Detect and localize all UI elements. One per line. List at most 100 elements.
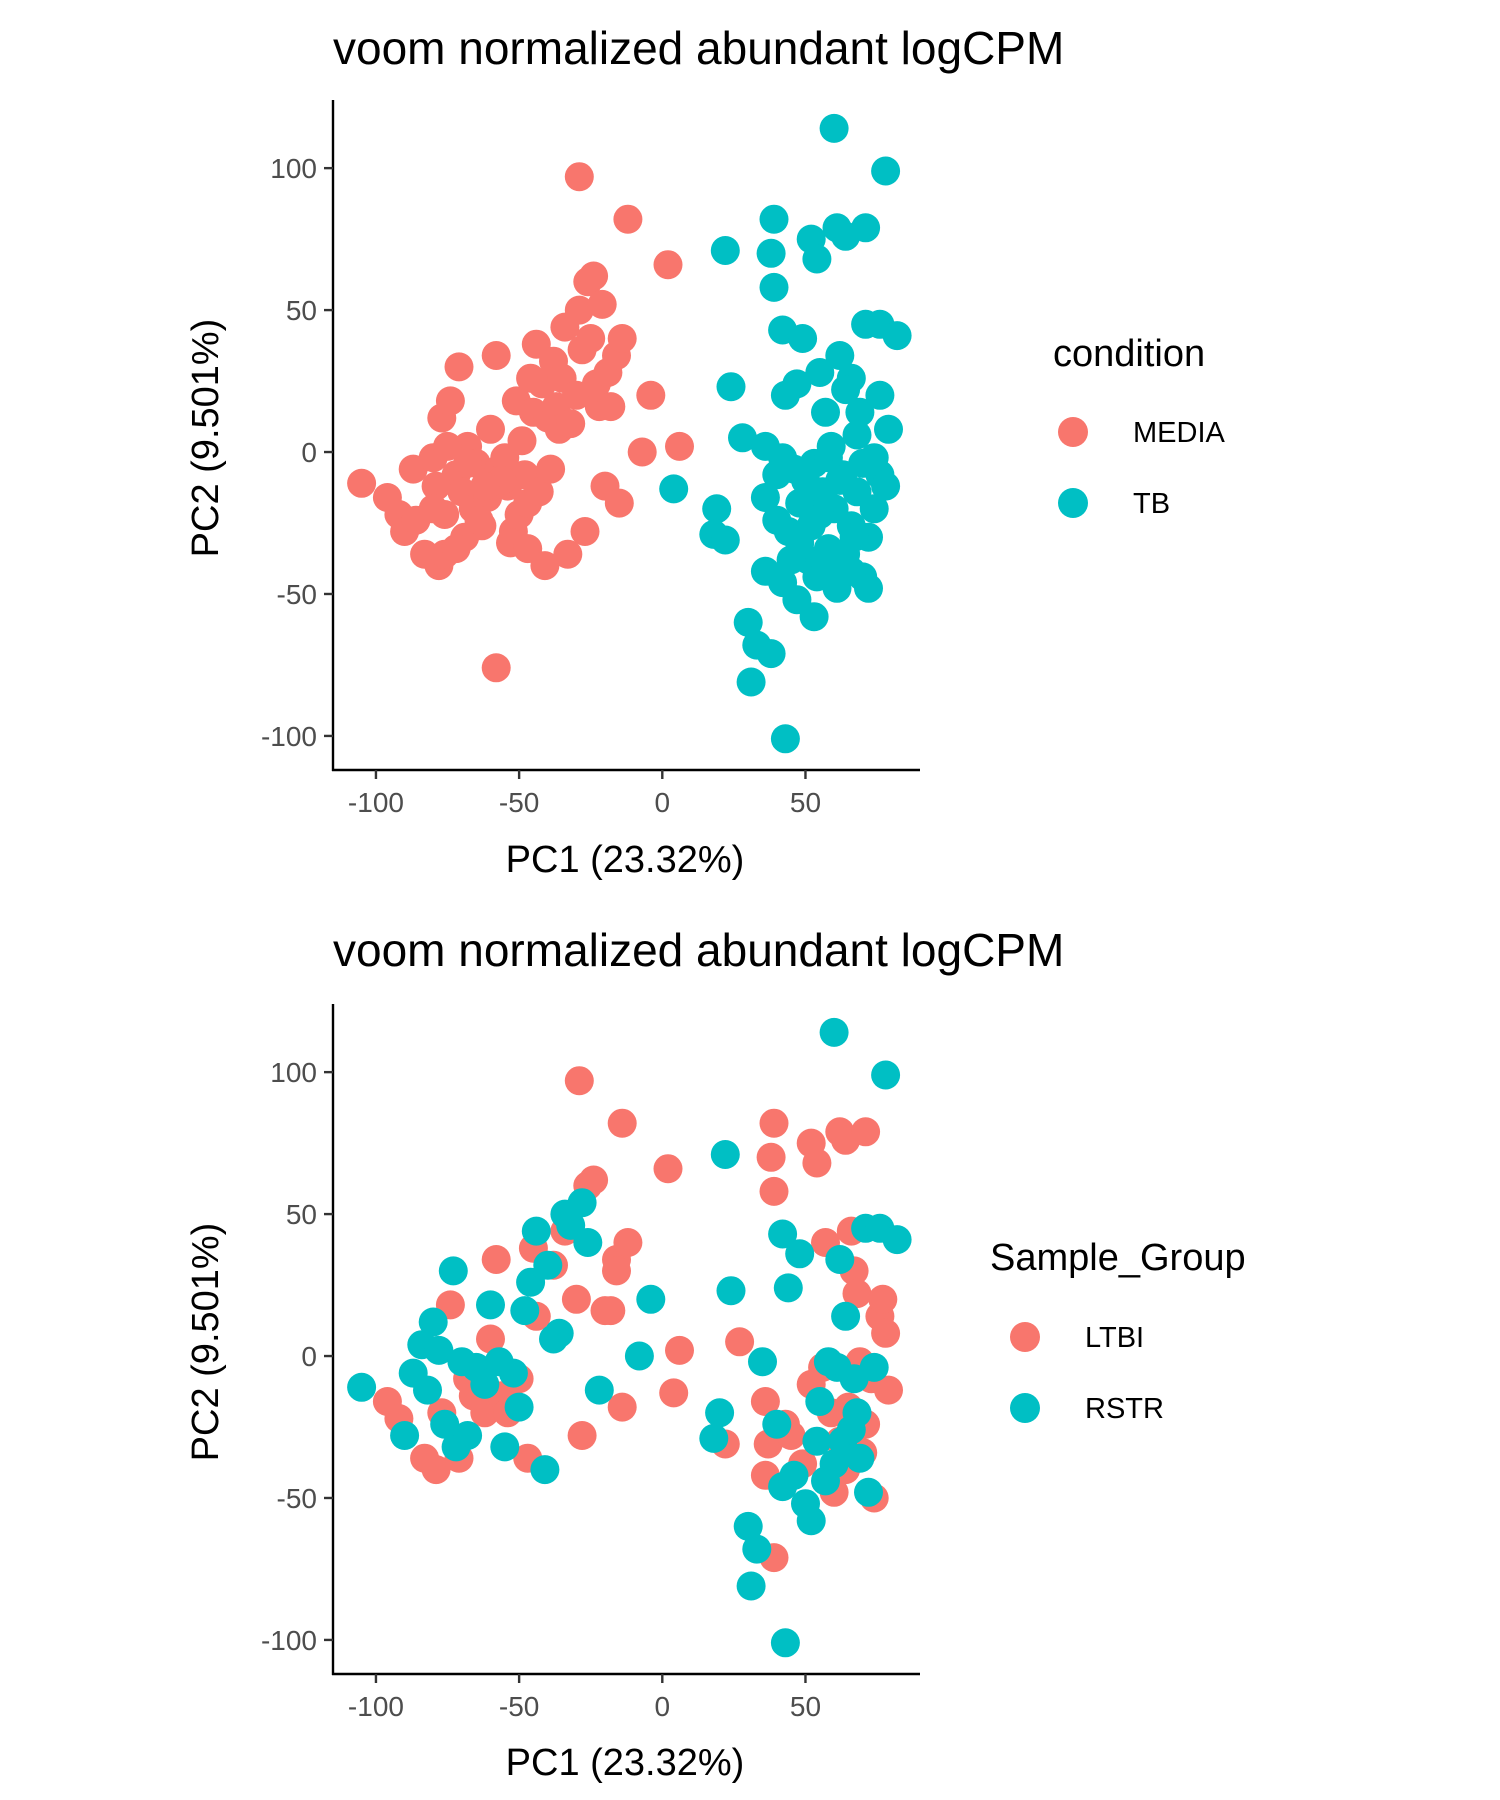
point-media — [444, 352, 474, 382]
y-tick-label: 50 — [286, 1199, 317, 1230]
axes-layer: -100 -50 0 50 -100 -50 0 50 100 — [261, 1004, 920, 1722]
panel-title: voom normalized abundant logCPM — [333, 924, 1064, 976]
point-rstr — [498, 1358, 528, 1388]
point-rstr — [842, 1398, 872, 1428]
point-tb — [770, 724, 800, 754]
point-rstr — [470, 1369, 500, 1399]
point-ltbi — [756, 1142, 786, 1172]
point-rstr — [390, 1421, 420, 1450]
point-ltbi — [602, 1256, 631, 1286]
point-rstr — [859, 1352, 889, 1382]
x-tick-label: 0 — [655, 1691, 671, 1722]
axes-layer: -100 -50 0 50 -100 -50 0 50 100 — [261, 100, 920, 818]
y-axis-title: PC2 (9.501%) — [185, 1223, 227, 1462]
point-ltbi — [653, 1154, 683, 1184]
point-rstr — [748, 1347, 777, 1377]
point-rstr — [521, 1216, 551, 1246]
point-rstr — [705, 1398, 735, 1428]
point-tb — [716, 372, 746, 402]
point-rstr — [533, 1250, 563, 1280]
point-tb — [796, 511, 826, 541]
point-ltbi — [607, 1108, 637, 1138]
y-tick-label: 0 — [301, 1341, 317, 1372]
legend-key-media — [1058, 417, 1088, 447]
point-tb — [799, 602, 829, 632]
y-tick-label: 100 — [270, 153, 317, 184]
legend: Sample_Group LTBI RSTR — [990, 1237, 1246, 1425]
point-ltbi — [659, 1378, 689, 1408]
point-rstr — [785, 1239, 815, 1269]
point-ltbi — [725, 1327, 755, 1357]
y-tick-label: 0 — [301, 437, 317, 468]
point-rstr — [544, 1318, 574, 1348]
point-ltbi — [665, 1335, 694, 1365]
point-media — [604, 488, 634, 518]
point-ltbi — [564, 1066, 594, 1096]
point-tb — [710, 236, 740, 265]
point-ltbi — [607, 1392, 637, 1422]
point-rstr — [813, 1347, 843, 1377]
point-rstr — [805, 1387, 835, 1416]
point-rstr — [779, 1460, 809, 1490]
point-ltbi — [421, 1455, 451, 1485]
legend: condition MEDIA TB — [1053, 333, 1226, 520]
point-rstr — [504, 1392, 534, 1422]
point-ltbi — [759, 1176, 789, 1206]
point-ltbi — [750, 1387, 780, 1416]
point-ltbi — [579, 1165, 609, 1195]
point-media — [530, 551, 560, 581]
point-ltbi — [874, 1375, 903, 1405]
x-axis-title: PC1 (23.32%) — [506, 839, 745, 881]
point-rstr — [453, 1421, 483, 1450]
point-rstr — [476, 1290, 505, 1320]
point-rstr — [762, 1409, 792, 1439]
point-tb — [710, 525, 740, 555]
point-tb — [756, 238, 786, 268]
point-tb — [851, 213, 881, 243]
point-rstr — [418, 1307, 448, 1337]
point-tb — [811, 397, 840, 427]
point-media — [347, 468, 377, 498]
point-ltbi — [871, 1318, 901, 1348]
point-rstr — [736, 1571, 766, 1601]
pca-panel-condition: voom normalized abundant logCPM -100 -50 0… — [185, 22, 1226, 881]
point-media — [636, 380, 666, 410]
y-tick-label: -100 — [261, 721, 317, 752]
point-tb — [831, 375, 861, 405]
point-rstr — [438, 1256, 468, 1286]
point-media — [536, 454, 566, 484]
points-layer — [347, 1017, 912, 1658]
point-ltbi — [596, 1296, 626, 1326]
point-tb — [736, 667, 766, 697]
point-ltbi — [851, 1117, 881, 1147]
point-media — [507, 426, 537, 456]
point-tb — [782, 369, 812, 399]
point-rstr — [567, 1188, 597, 1218]
point-rstr — [347, 1372, 377, 1402]
y-tick-label: -50 — [277, 579, 317, 610]
y-tick-label: 50 — [286, 295, 317, 326]
point-media — [418, 494, 448, 524]
point-media — [556, 409, 586, 439]
point-rstr — [871, 1060, 901, 1090]
point-tb — [842, 420, 872, 450]
legend-title: Sample_Group — [990, 1237, 1246, 1279]
point-media — [579, 261, 609, 291]
point-tb — [776, 545, 806, 575]
point-tb — [802, 244, 832, 274]
legend-label-ltbi: LTBI — [1085, 1322, 1144, 1354]
legend-title: condition — [1053, 333, 1205, 375]
point-media — [524, 477, 554, 507]
x-tick-label: -50 — [499, 1691, 539, 1722]
point-media — [481, 341, 511, 370]
point-media — [576, 324, 606, 353]
point-media — [453, 448, 483, 478]
legend-key-rstr — [1010, 1393, 1040, 1423]
point-media — [613, 204, 643, 234]
point-tb — [759, 272, 789, 302]
point-ltbi — [842, 1279, 872, 1309]
point-rstr — [573, 1228, 603, 1257]
point-tb — [762, 460, 792, 490]
point-media — [470, 471, 500, 501]
